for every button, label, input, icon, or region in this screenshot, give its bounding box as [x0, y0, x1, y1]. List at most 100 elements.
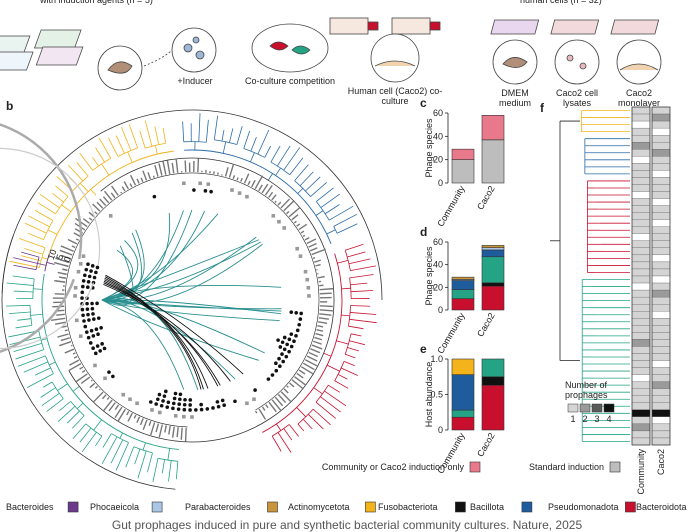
heatmap-cell: [651, 289, 671, 298]
bar-segment: Bacillota: [451, 280, 475, 290]
branch: [274, 396, 284, 407]
panel-label: c: [420, 96, 427, 110]
dot: [188, 403, 192, 407]
branch: [129, 183, 133, 188]
branch: [44, 150, 174, 269]
heatmap-cell: [631, 163, 651, 171]
branch: [319, 313, 332, 316]
branch: [334, 380, 349, 389]
branch: [299, 171, 314, 187]
dot: [85, 285, 90, 290]
branch: [92, 203, 101, 212]
bar-segment: Bacteroidota: [481, 358, 505, 378]
dot: [171, 406, 175, 411]
dot: [183, 397, 187, 402]
dot: [98, 349, 102, 353]
branch: [30, 313, 43, 316]
branch: [57, 271, 67, 275]
heatmap-cell: [631, 240, 651, 248]
dot: [95, 301, 99, 306]
heatmap-cell: [631, 268, 651, 277]
marker: [252, 397, 256, 402]
heatmap-cell: [631, 191, 651, 199]
heatmap-cell: [651, 346, 671, 354]
dot: [80, 290, 85, 295]
branch: [137, 450, 147, 479]
dot: [82, 319, 86, 323]
marker: [78, 334, 83, 338]
heatmap-cell: [651, 149, 671, 157]
dot: [86, 335, 91, 340]
heatmap-cell: [631, 339, 651, 347]
bar-segment: Pseudomonadota: [481, 384, 505, 431]
branch: [275, 167, 281, 176]
branch: [102, 196, 110, 204]
bar-segment: Fusobacteriota: [481, 376, 505, 386]
branch: [296, 372, 304, 379]
heatmap-cell: [651, 135, 671, 143]
branch: [184, 427, 187, 442]
dot: [90, 264, 95, 268]
dot: [165, 405, 170, 409]
legend-label: Community or Caco2 induction only: [322, 462, 465, 472]
heatmap-cell: [631, 275, 651, 284]
y-tick-label: 0.5: [430, 390, 443, 400]
chord: [101, 239, 260, 301]
branch: [315, 401, 336, 419]
y-tick-label: 0: [438, 178, 443, 188]
legend-swatch: [151, 501, 163, 513]
branch: [323, 352, 332, 357]
branch: [101, 394, 107, 400]
branch: [17, 318, 32, 321]
branch: [24, 222, 47, 234]
branch: [324, 204, 340, 215]
branch: [176, 427, 179, 438]
branch: [117, 147, 138, 157]
heatmap-cell: [651, 233, 671, 241]
branch: [300, 366, 315, 376]
branch: [318, 317, 330, 320]
branch: [46, 262, 55, 265]
bar-segment: Parabacteroides: [481, 245, 505, 248]
marker: [128, 397, 132, 402]
branch: [317, 275, 325, 279]
branch: [55, 196, 69, 214]
branch: [333, 226, 338, 234]
branch: [51, 192, 64, 203]
dot: [91, 334, 96, 338]
heatmap-cell: [651, 254, 671, 263]
heatmap-cell: [631, 261, 651, 270]
branch: [240, 177, 243, 182]
heatmap-cell: [631, 156, 651, 164]
branch: [20, 255, 42, 262]
legend-title-text: Number of prophages: [565, 380, 608, 400]
branch: [229, 128, 234, 143]
branch: [117, 408, 126, 422]
dot: [86, 262, 90, 266]
x-tick-label: Community: [435, 311, 467, 356]
label: DMEM medium: [499, 88, 531, 108]
dot: [87, 318, 91, 322]
heatmap-cell: [651, 367, 671, 375]
dot: [178, 392, 183, 397]
branch: [271, 399, 282, 412]
heatmap-cell: [651, 374, 671, 382]
branch: [69, 359, 80, 366]
chord: [101, 299, 282, 315]
marker: [182, 181, 186, 186]
heatmap-cell: [651, 395, 671, 403]
branch: [147, 452, 153, 473]
heatmap-cell: [631, 127, 651, 136]
branch: [12, 275, 35, 280]
branch: [267, 173, 273, 181]
branch: [85, 423, 103, 437]
branch: [271, 424, 290, 437]
branch: [28, 215, 50, 228]
branch: [344, 333, 352, 355]
chord: [101, 209, 193, 303]
legend-label: Fusobacteriota: [378, 502, 438, 512]
dot: [95, 344, 100, 348]
branch: [333, 213, 358, 227]
branch: [23, 361, 49, 373]
marker: [173, 414, 178, 418]
